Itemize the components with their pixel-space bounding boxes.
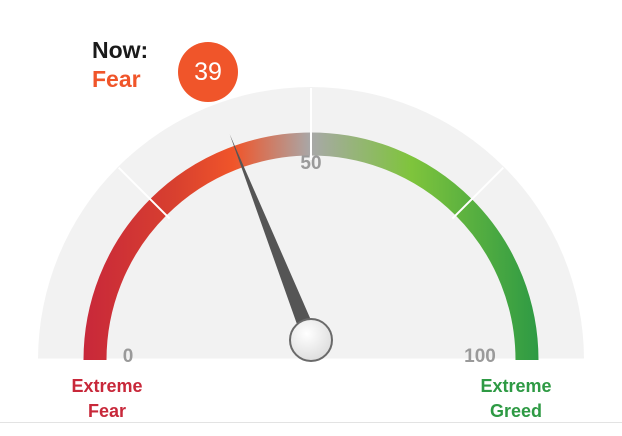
extreme-fear-line-2: Fear bbox=[87, 401, 127, 421]
extreme-fear-label: Extreme Fear bbox=[71, 374, 142, 424]
tick-label-max: 100 bbox=[464, 346, 496, 367]
gauge-needle bbox=[229, 134, 319, 343]
extreme-greed-label: Extreme Greed bbox=[480, 374, 551, 424]
gauge-background bbox=[38, 87, 584, 360]
now-label-text: Now: bbox=[92, 37, 149, 63]
extreme-greed-line-2: Greed bbox=[489, 401, 543, 421]
tick-label-mid: 50 bbox=[300, 153, 322, 174]
current-value-badge: 39 bbox=[178, 42, 238, 102]
gauge-needle-hub bbox=[289, 318, 333, 362]
tick-label-min: 0 bbox=[122, 346, 134, 367]
extreme-greed-line-1: Extreme bbox=[480, 376, 552, 396]
segment-divider-3 bbox=[451, 166, 505, 220]
segment-divider-1 bbox=[117, 166, 171, 220]
current-status-label: Now: Fear bbox=[92, 36, 148, 94]
gauge-segment-dividers bbox=[117, 88, 505, 220]
current-rating-text: Fear bbox=[92, 66, 141, 92]
extreme-fear-line-1: Extreme bbox=[71, 376, 143, 396]
bottom-divider bbox=[0, 422, 622, 423]
